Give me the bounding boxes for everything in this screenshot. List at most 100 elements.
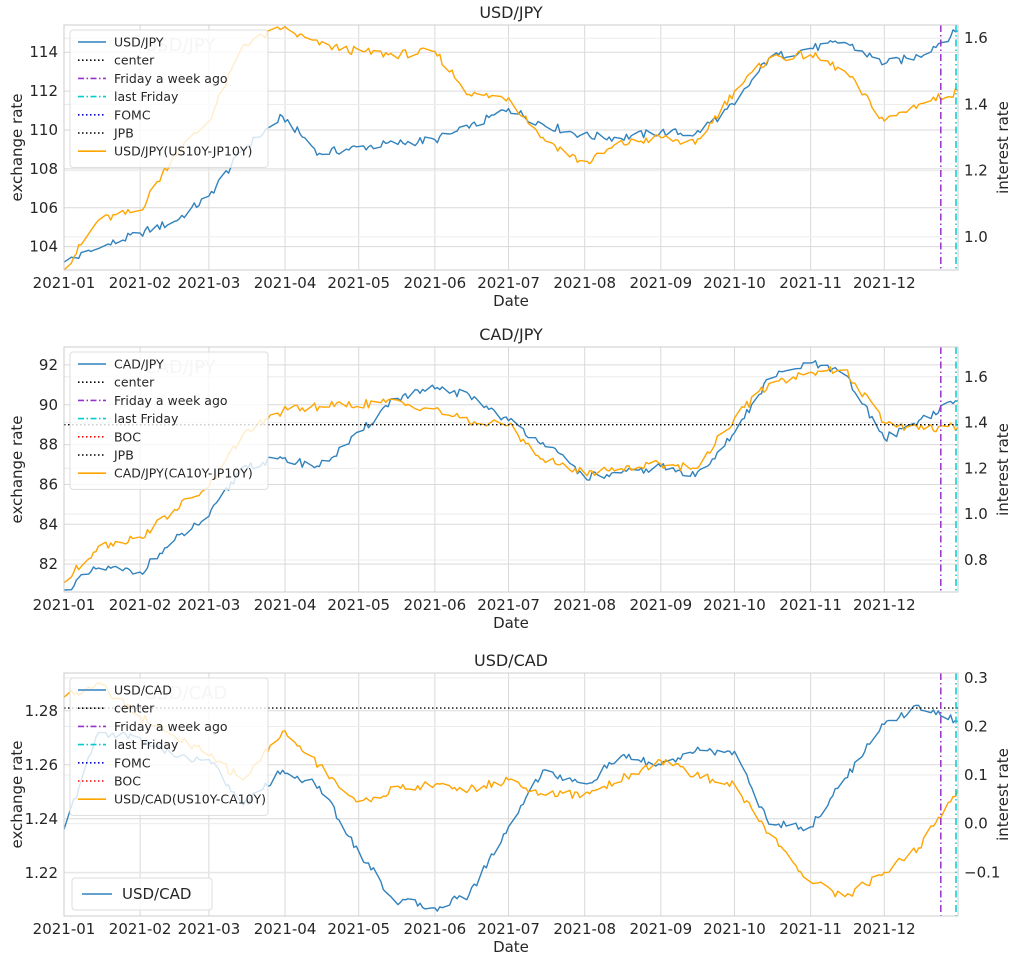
chart-title: USD/JPY	[479, 3, 543, 22]
legend-label: JPB	[113, 126, 134, 141]
legend-box	[69, 29, 269, 168]
x-tick-label: 2021-08	[553, 920, 616, 938]
legend-label: USD/CAD	[114, 683, 172, 698]
y-tick-label: 106	[29, 199, 58, 217]
x-tick-label: 2021-12	[853, 920, 916, 938]
x-axis-label: Date	[493, 938, 529, 956]
x-tick-label: 2021-03	[178, 920, 241, 938]
y2-tick-label: −0.1	[964, 863, 1000, 881]
legend-label: Friday a week ago	[114, 393, 228, 408]
y2-tick-label: 0.2	[964, 717, 988, 735]
chart-title: USD/CAD	[474, 651, 548, 670]
y2-tick-label: 1.6	[964, 368, 988, 386]
y2-tick-label: 1.4	[964, 95, 988, 113]
x-tick-label: 2021-07	[477, 596, 540, 614]
legend-box	[69, 677, 269, 816]
x-tick-label: 2021-06	[404, 274, 467, 292]
y2-tick-label: 1.0	[964, 228, 988, 246]
x-tick-label: 2021-12	[853, 274, 916, 292]
legend-label: JPB	[113, 448, 134, 463]
legend-secondary: USD/CAD	[71, 877, 213, 911]
x-tick-label: 2021-11	[779, 920, 842, 938]
legend-box	[69, 351, 269, 490]
legend-secondary-box	[71, 877, 213, 911]
y2-tick-label: 0.3	[964, 669, 988, 687]
x-tick-label: 2021-01	[33, 920, 96, 938]
y-tick-label: 90	[39, 396, 58, 414]
plot-frame	[63, 346, 959, 593]
legend: USD/JPY center Friday a week ago last Frida…	[69, 29, 269, 168]
legend-label: center	[114, 701, 155, 716]
x-tick-label: 2021-11	[779, 274, 842, 292]
y2-tick-label: 0.0	[964, 815, 988, 833]
legend-label: CAD/JPY(CA10Y-JP10Y)	[114, 466, 253, 481]
y-tick-label: 112	[29, 82, 58, 100]
x-tick-label: 2021-07	[477, 920, 540, 938]
x-tick-label: 2021-01	[33, 274, 96, 292]
x-axis-label: Date	[493, 292, 529, 310]
x-tick-label: 2021-04	[254, 596, 317, 614]
y2-tick-label: 1.2	[964, 162, 988, 180]
y2-tick-label: 1.4	[964, 414, 988, 432]
y-tick-label: 108	[29, 160, 58, 178]
legend-label: FOMC	[114, 107, 151, 122]
y2-tick-label: 1.2	[964, 459, 988, 477]
x-tick-label: 2021-10	[703, 920, 766, 938]
x-tick-label: 2021-02	[109, 596, 172, 614]
legend-label: center	[114, 53, 155, 68]
x-tick-label: 2021-09	[629, 596, 692, 614]
y-tick-label: 84	[39, 515, 58, 533]
legend: USD/CAD center Friday a week ago last Frida…	[69, 677, 269, 816]
y-tick-label: 104	[29, 238, 58, 256]
y-tick-label: 1.24	[25, 810, 58, 828]
legend-secondary-label: USD/CAD	[122, 885, 191, 903]
legend-label: FOMC	[114, 755, 151, 770]
y2-tick-label: 0.8	[964, 551, 988, 569]
x-tick-label: 2021-09	[629, 920, 692, 938]
x-tick-label: 2021-02	[109, 920, 172, 938]
chart-title: CAD/JPY	[479, 325, 543, 344]
x-tick-label: 2021-06	[404, 920, 467, 938]
chart-panel-3: 2021-01 2021-02 2021-03 2021-04 2021-05 2021-…	[8, 651, 1012, 956]
y-tick-label: 86	[39, 475, 58, 493]
y-tick-label: 88	[39, 436, 58, 454]
legend-label: BOC	[114, 429, 141, 444]
y2-tick-label: 1.6	[964, 29, 988, 47]
x-tick-label: 2021-01	[33, 596, 96, 614]
x-tick-label: 2021-02	[109, 274, 172, 292]
chart-panel-2: 2021-01 2021-02 2021-03 2021-04 2021-05 2021-…	[8, 325, 1012, 632]
chart-panel-1: 2021-01 2021-02 2021-03 2021-04 2021-05 2021-…	[8, 3, 1012, 310]
plot-frame	[63, 672, 959, 917]
y-axis-label: exchange rate	[8, 415, 26, 523]
y-tick-label: 110	[29, 121, 58, 139]
x-tick-label: 2021-08	[553, 596, 616, 614]
y-tick-label: 82	[39, 555, 58, 573]
x-tick-label: 2021-05	[327, 920, 390, 938]
y-tick-label: 1.22	[25, 864, 58, 882]
y-axis-label: exchange rate	[8, 740, 26, 848]
series-line-cad-jpy	[64, 360, 958, 591]
x-tick-label: 2021-09	[629, 274, 692, 292]
x-axis-label: Date	[493, 614, 529, 632]
x-tick-label: 2021-12	[853, 596, 916, 614]
legend-label: USD/JPY	[114, 35, 164, 50]
y-tick-label: 92	[39, 356, 58, 374]
x-tick-label: 2021-04	[254, 920, 317, 938]
x-tick-label: 2021-10	[703, 274, 766, 292]
plot-frame	[63, 24, 959, 271]
y-tick-label: 1.26	[25, 756, 58, 774]
y2-axis-label: interest rate	[994, 101, 1012, 194]
y-tick-label: 114	[29, 43, 58, 61]
y2-axis-label: interest rate	[994, 423, 1012, 516]
y2-tick-label: 0.1	[964, 766, 988, 784]
y2-axis-label: interest rate	[994, 748, 1012, 841]
legend-label: Friday a week ago	[114, 71, 228, 86]
legend-label: Friday a week ago	[114, 719, 228, 734]
legend-label: last Friday	[114, 737, 179, 752]
legend: CAD/JPY center Friday a week ago last Frida…	[69, 351, 269, 490]
x-tick-label: 2021-11	[779, 596, 842, 614]
x-tick-label: 2021-08	[553, 274, 616, 292]
legend-label: last Friday	[114, 89, 179, 104]
y-axis-label: exchange rate	[8, 93, 26, 201]
